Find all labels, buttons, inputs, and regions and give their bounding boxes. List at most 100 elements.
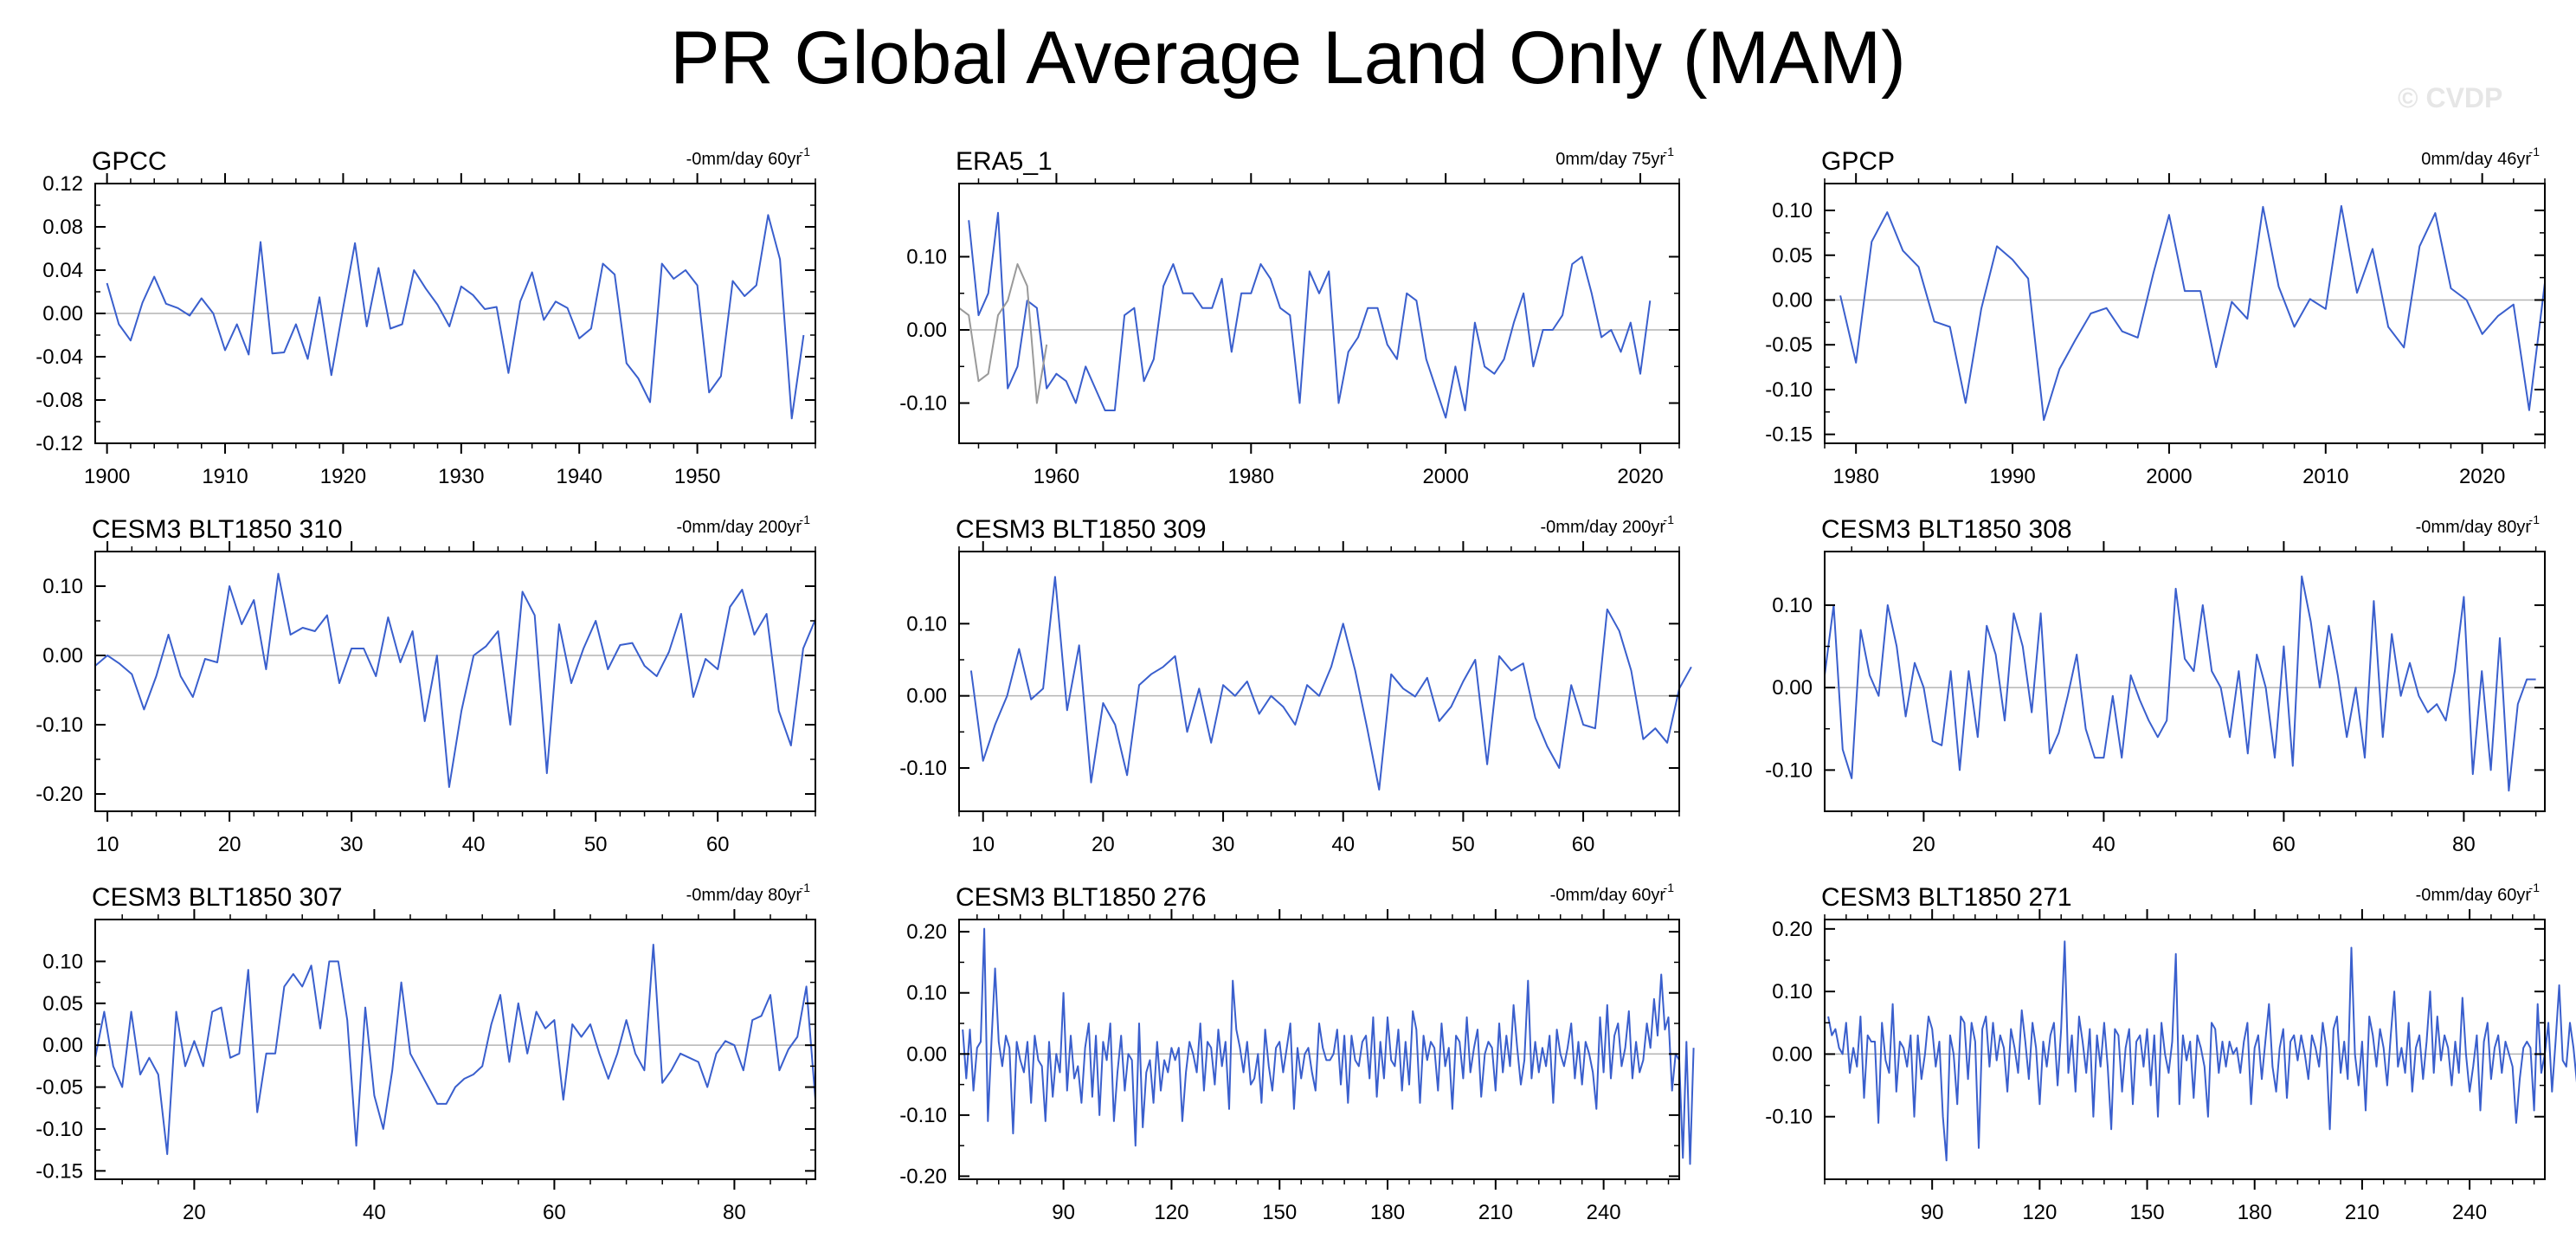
- x-tick-label: 2000: [1422, 465, 1468, 488]
- y-tick-label: 0.00: [42, 1034, 83, 1057]
- y-tick-label: 0.08: [42, 216, 83, 239]
- x-tick-label: 50: [1452, 833, 1475, 856]
- trend-label-exponent: -1: [1664, 513, 1675, 526]
- y-tick-label: -0.12: [35, 432, 83, 455]
- x-tick-label: 90: [1052, 1201, 1075, 1224]
- trend-label: -0mm/day 60yr: [2416, 886, 2532, 905]
- x-tick-label: 90: [1921, 1201, 1944, 1224]
- panel-title: CESM3 BLT1850 271: [1821, 883, 2072, 912]
- x-tick-label: 240: [2452, 1201, 2487, 1224]
- chart-panel-6: CESM3 BLT1850 308 -0mm/day 80yr-1 -0.10 0.0…: [1765, 513, 2546, 856]
- plot-frame: [958, 183, 1680, 444]
- page-title: PR Global Average Land Only (MAM): [670, 16, 1906, 100]
- trend-label-exponent: -1: [1664, 145, 1675, 158]
- y-tick-label: 0.00: [1772, 1042, 1813, 1066]
- y-tick-label: 0.00: [42, 302, 83, 326]
- x-tick-label: 150: [1262, 1201, 1297, 1224]
- y-tick-label: 0.05: [1772, 244, 1813, 268]
- y-tick-label: -0.20: [899, 1165, 947, 1188]
- trend-label: 0mm/day 46yr: [2421, 150, 2531, 169]
- x-tick-label: 120: [1154, 1201, 1188, 1224]
- trend-label: -0mm/day 60yr: [686, 150, 802, 169]
- trend-label-exponent: -1: [2529, 145, 2541, 158]
- y-tick-label: 0.10: [1772, 199, 1813, 223]
- x-tick-label: 40: [363, 1201, 386, 1224]
- panel-title: CESM3 BLT1850 309: [956, 515, 1207, 544]
- x-tick-label: 60: [543, 1201, 566, 1224]
- chart-panel-2: ERA5_1 0mm/day 75yr-1 -0.10 0.00 0.10 1960 198…: [899, 145, 1680, 488]
- x-tick-label: 20: [1912, 833, 1935, 856]
- trend-label-exponent: -1: [800, 145, 811, 158]
- chart-panel-4: CESM3 BLT1850 310 -0mm/day 200yr-1 -0.20 -0…: [35, 513, 816, 856]
- x-tick-label: 2020: [1617, 465, 1663, 488]
- x-tick-label: 1910: [202, 465, 248, 488]
- x-tick-label: 40: [2092, 833, 2116, 856]
- y-tick-label: -0.04: [35, 345, 83, 369]
- y-tick-label: -0.10: [899, 1104, 947, 1127]
- plot-frame: [958, 919, 1680, 1180]
- trend-label-exponent: -1: [800, 881, 811, 894]
- series-line: [968, 211, 1652, 419]
- x-tick-label: 40: [462, 833, 486, 856]
- panel-title: CESM3 BLT1850 276: [956, 883, 1207, 912]
- y-tick-label: -0.10: [1765, 1106, 1813, 1129]
- y-tick-label: 0.20: [906, 920, 947, 944]
- x-tick-label: 30: [1212, 833, 1235, 856]
- y-tick-label: 0.00: [42, 644, 83, 668]
- plot-frame: [94, 919, 816, 1180]
- x-tick-label: 2020: [2459, 465, 2505, 488]
- x-tick-label: 150: [2130, 1201, 2165, 1224]
- y-tick-label: 0.10: [906, 982, 947, 1005]
- series-line: [1827, 940, 2576, 1162]
- trend-label: -0mm/day 200yr: [1541, 518, 1666, 537]
- y-tick-label: 0.12: [42, 172, 83, 196]
- x-tick-label: 10: [971, 833, 995, 856]
- y-tick-label: -0.10: [899, 757, 947, 780]
- panel-title: GPCP: [1821, 147, 1895, 176]
- plot-frame: [1824, 919, 2546, 1180]
- x-tick-label: 1900: [84, 465, 130, 488]
- x-tick-label: 2000: [2146, 465, 2192, 488]
- chart-panel-3: GPCP 0mm/day 46yr-1 -0.15 -0.10 -0.05 0.00 0.0…: [1765, 145, 2546, 488]
- trend-label: -0mm/day 80yr: [686, 886, 802, 905]
- x-tick-label: 40: [1331, 833, 1355, 856]
- x-tick-label: 210: [1478, 1201, 1513, 1224]
- y-tick-label: -0.10: [35, 1118, 83, 1141]
- y-tick-label: -0.10: [1765, 378, 1813, 402]
- series-line: [94, 944, 816, 1155]
- x-tick-label: 210: [2345, 1201, 2380, 1224]
- y-tick-label: -0.05: [1765, 333, 1813, 357]
- trend-label-exponent: -1: [2529, 513, 2541, 526]
- y-tick-label: 0.10: [42, 575, 83, 598]
- x-tick-label: 1950: [674, 465, 720, 488]
- x-tick-label: 20: [183, 1201, 206, 1224]
- series-line-secondary: [958, 263, 1048, 404]
- plot-frame: [1824, 183, 2546, 444]
- y-tick-label: 0.10: [42, 950, 83, 973]
- y-tick-label: 0.20: [1772, 918, 1813, 941]
- x-tick-label: 2010: [2302, 465, 2348, 488]
- x-tick-label: 1980: [1832, 465, 1878, 488]
- plot-frame: [1824, 551, 2546, 812]
- panel-title: CESM3 BLT1850 308: [1821, 515, 2072, 544]
- y-tick-label: 0.10: [906, 246, 947, 269]
- y-tick-label: 0.00: [906, 685, 947, 708]
- x-tick-label: 180: [2238, 1201, 2272, 1224]
- y-tick-label: 0.00: [1772, 288, 1813, 312]
- chart-panel-7: CESM3 BLT1850 307 -0mm/day 80yr-1 -0.15 -0.…: [35, 881, 816, 1224]
- y-tick-label: 0.04: [42, 259, 83, 282]
- y-tick-label: -0.10: [899, 392, 947, 416]
- y-tick-label: -0.05: [35, 1076, 83, 1100]
- trend-label: 0mm/day 75yr: [1555, 150, 1665, 169]
- cvdp-watermark: © CVDP: [2398, 82, 2503, 113]
- trend-label: -0mm/day 80yr: [2416, 518, 2532, 537]
- x-tick-label: 50: [584, 833, 608, 856]
- y-tick-label: 0.00: [906, 1042, 947, 1066]
- x-tick-label: 180: [1370, 1201, 1405, 1224]
- trend-label-exponent: -1: [800, 513, 811, 526]
- chart-panel-9: CESM3 BLT1850 271 -0mm/day 60yr-1 -0.10 0.0…: [1765, 881, 2576, 1224]
- series-line: [1839, 204, 2546, 422]
- series-line: [94, 572, 816, 788]
- series-line: [962, 927, 1695, 1165]
